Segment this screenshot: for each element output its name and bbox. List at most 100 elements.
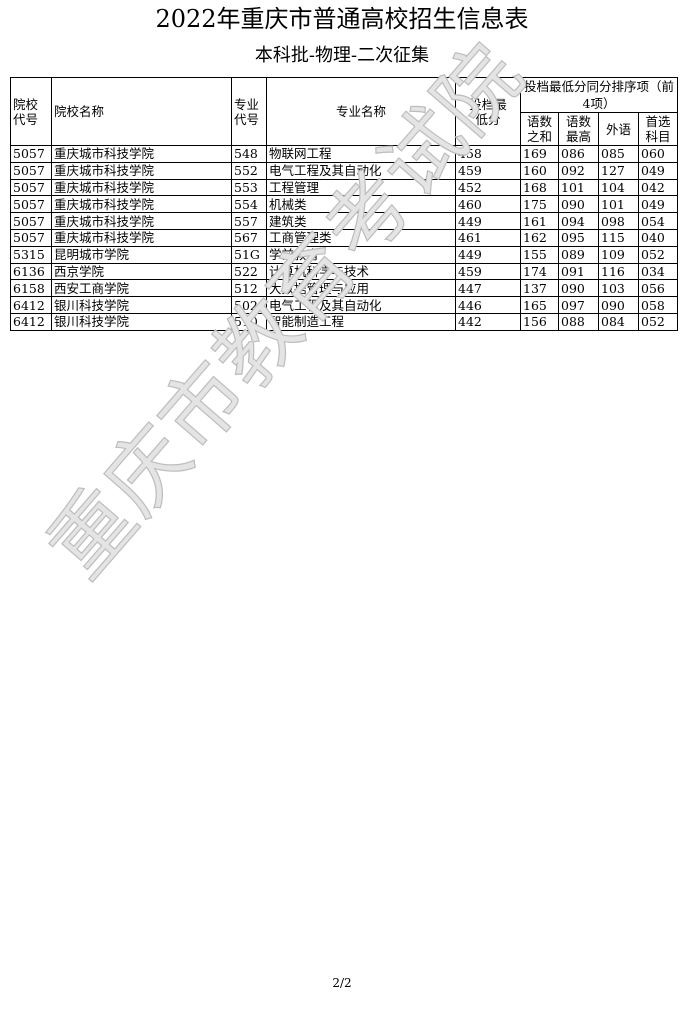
table-row: 6136 西京学院 522 计算机科学与技术 459 174 091 116 034 — [10, 262, 679, 281]
cell-major-name: 电气工程及其自动化 — [266, 296, 456, 314]
table-row: 5057 重庆城市科技学院 567 工商管理类 461 162 095 115 040 — [10, 228, 679, 247]
table-row: 6158 西安工商学院 512 大数据管理与应用 447 137 090 103 056 — [10, 279, 679, 298]
cell-school-name: 银川科技学院 — [51, 312, 232, 331]
table-row: 5057 重庆城市科技学院 552 电气工程及其自动化 459 160 092 127 049 — [10, 161, 679, 180]
cell-first-subject: 060 — [637, 145, 679, 163]
cell-yushu-max: 090 — [558, 195, 599, 214]
cell-yushu-max: 095 — [558, 228, 599, 247]
table-row: 5057 重庆城市科技学院 557 建筑类 449 161 094 098 054 — [10, 212, 679, 230]
header-school-code: 院校代号 — [10, 77, 52, 146]
page-title: 2022年重庆市普通高校招生信息表 — [155, 5, 529, 33]
cell-major-code: 557 — [231, 212, 267, 230]
cell-foreign: 101 — [598, 195, 639, 214]
header-school-name: 院校名称 — [51, 77, 232, 146]
cell-major-code: 522 — [231, 262, 267, 281]
cell-first-subject: 049 — [637, 195, 679, 214]
cell-min-score: 459 — [455, 161, 521, 180]
table-row: 5057 重庆城市科技学院 554 机械类 460 175 090 101 049 — [10, 195, 679, 214]
cell-foreign: 103 — [598, 279, 639, 298]
table-row: 5315 昆明城市学院 51G 学前教育 449 155 089 109 052 — [10, 245, 679, 264]
cell-min-score: 452 — [455, 178, 521, 197]
cell-yushu-sum: 137 — [520, 279, 559, 298]
cell-min-score: 458 — [455, 145, 521, 163]
cell-major-code: 553 — [231, 178, 267, 197]
cell-major-name: 工程管理 — [266, 178, 456, 197]
cell-major-code: 552 — [231, 161, 267, 180]
cell-min-score: 461 — [455, 228, 521, 247]
cell-school-code: 6412 — [10, 296, 52, 314]
header-yushu-max: 语数最高 — [558, 112, 599, 146]
header-major-name: 专业名称 — [266, 77, 456, 146]
cell-yushu-max: 094 — [558, 212, 599, 230]
page-number: 2/2 — [332, 976, 352, 990]
cell-yushu-max: 089 — [558, 245, 599, 264]
cell-first-subject: 052 — [637, 245, 679, 264]
cell-school-name: 重庆城市科技学院 — [51, 228, 232, 247]
cell-yushu-max: 091 — [558, 262, 599, 281]
cell-major-name: 建筑类 — [266, 212, 456, 230]
cell-major-code: 502 — [231, 296, 267, 314]
cell-major-name: 学前教育 — [266, 245, 456, 264]
cell-major-name: 大数据管理与应用 — [266, 279, 456, 298]
cell-foreign: 116 — [598, 262, 639, 281]
cell-yushu-max: 092 — [558, 161, 599, 180]
cell-foreign: 127 — [598, 161, 639, 180]
cell-min-score: 449 — [455, 245, 521, 264]
cell-first-subject: 058 — [637, 296, 679, 314]
cell-major-code: 512 — [231, 279, 267, 298]
cell-school-name: 重庆城市科技学院 — [51, 212, 232, 230]
cell-school-name: 重庆城市科技学院 — [51, 195, 232, 214]
cell-min-score: 446 — [455, 296, 521, 314]
cell-major-code: 567 — [231, 228, 267, 247]
cell-school-name: 重庆城市科技学院 — [51, 178, 232, 197]
cell-major-name: 智能制造工程 — [266, 312, 456, 331]
cell-first-subject: 034 — [637, 262, 679, 281]
cell-foreign: 085 — [598, 145, 639, 163]
cell-min-score: 447 — [455, 279, 521, 298]
header-foreign: 外语 — [598, 112, 639, 146]
cell-major-name: 工商管理类 — [266, 228, 456, 247]
cell-yushu-sum: 169 — [520, 145, 559, 163]
cell-school-code: 5057 — [10, 178, 52, 197]
cell-min-score: 459 — [455, 262, 521, 281]
cell-yushu-sum: 175 — [520, 195, 559, 214]
cell-school-name: 银川科技学院 — [51, 296, 232, 314]
cell-yushu-sum: 155 — [520, 245, 559, 264]
cell-school-code: 5057 — [10, 195, 52, 214]
cell-school-code: 6136 — [10, 262, 52, 281]
cell-first-subject: 054 — [637, 212, 679, 230]
table-row: 6412 银川科技学院 502 电气工程及其自动化 446 165 097 090 058 — [10, 296, 679, 314]
cell-min-score: 442 — [455, 312, 521, 331]
header-min-score: 投档最低分 — [455, 77, 521, 146]
cell-foreign: 115 — [598, 228, 639, 247]
cell-major-name: 物联网工程 — [266, 145, 456, 163]
header-major-code: 专业代号 — [231, 77, 267, 146]
cell-yushu-max: 090 — [558, 279, 599, 298]
cell-yushu-max: 097 — [558, 296, 599, 314]
cell-foreign: 084 — [598, 312, 639, 331]
cell-major-name: 电气工程及其自动化 — [266, 161, 456, 180]
cell-foreign: 098 — [598, 212, 639, 230]
header-first-subject: 首选科目 — [637, 112, 679, 146]
cell-yushu-sum: 165 — [520, 296, 559, 314]
cell-school-code: 5057 — [10, 145, 52, 163]
cell-school-name: 西京学院 — [51, 262, 232, 281]
cell-first-subject: 056 — [637, 279, 679, 298]
cell-major-name: 机械类 — [266, 195, 456, 214]
cell-yushu-max: 088 — [558, 312, 599, 331]
header-tiebreak-group: 投档最低分同分排序项（前4项） — [519, 77, 679, 113]
cell-school-name: 西安工商学院 — [51, 279, 232, 298]
table-row: 5057 重庆城市科技学院 553 工程管理 452 168 101 104 042 — [10, 178, 679, 197]
cell-major-name: 计算机科学与技术 — [266, 262, 456, 281]
cell-first-subject: 040 — [637, 228, 679, 247]
cell-yushu-max: 101 — [558, 178, 599, 197]
cell-major-code: 51G — [231, 245, 267, 264]
cell-foreign: 109 — [598, 245, 639, 264]
cell-yushu-sum: 168 — [520, 178, 559, 197]
page-subtitle: 本科批-物理-二次征集 — [254, 45, 430, 66]
cell-school-code: 5057 — [10, 161, 52, 180]
header-yushu-sum: 语数之和 — [520, 112, 559, 146]
cell-yushu-max: 086 — [558, 145, 599, 163]
table-row: 6412 银川科技学院 510 智能制造工程 442 156 088 084 052 — [10, 312, 679, 331]
cell-school-code: 6412 — [10, 312, 52, 331]
